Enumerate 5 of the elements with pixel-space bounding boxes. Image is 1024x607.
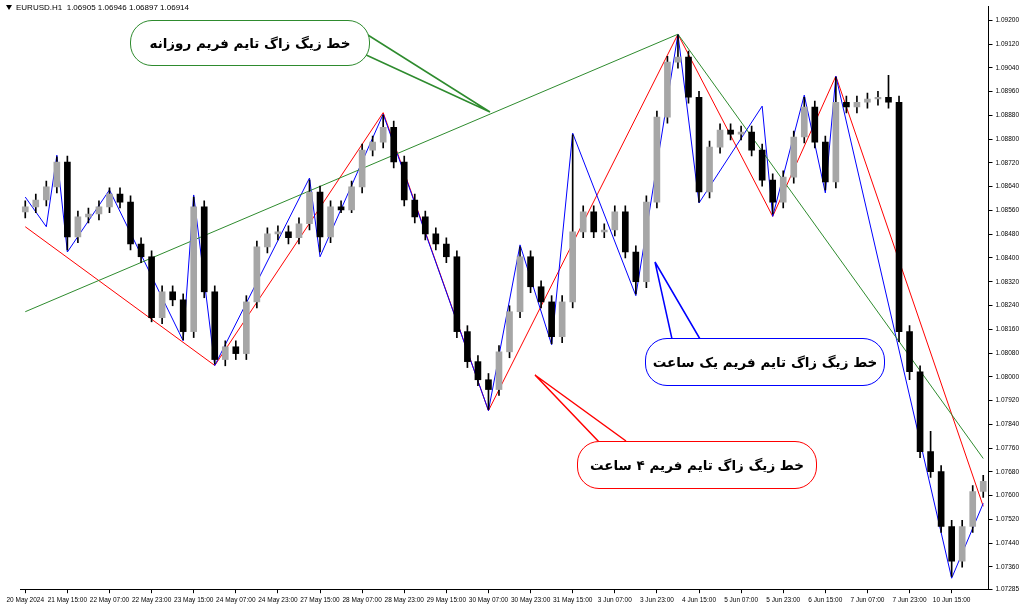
annotation: خط زیگ زاگ تایم فریم ۴ ساعت <box>577 441 817 489</box>
annotation: خط زیگ زاگ تایم فریم روزانه <box>130 20 370 66</box>
candlestick <box>274 225 282 241</box>
annotation: خط زیگ زاگ تایم فریم یک ساعت <box>645 338 885 386</box>
chart-title: EURUSD.H1 1.06905 1.06946 1.06897 1.06914 <box>16 3 190 12</box>
